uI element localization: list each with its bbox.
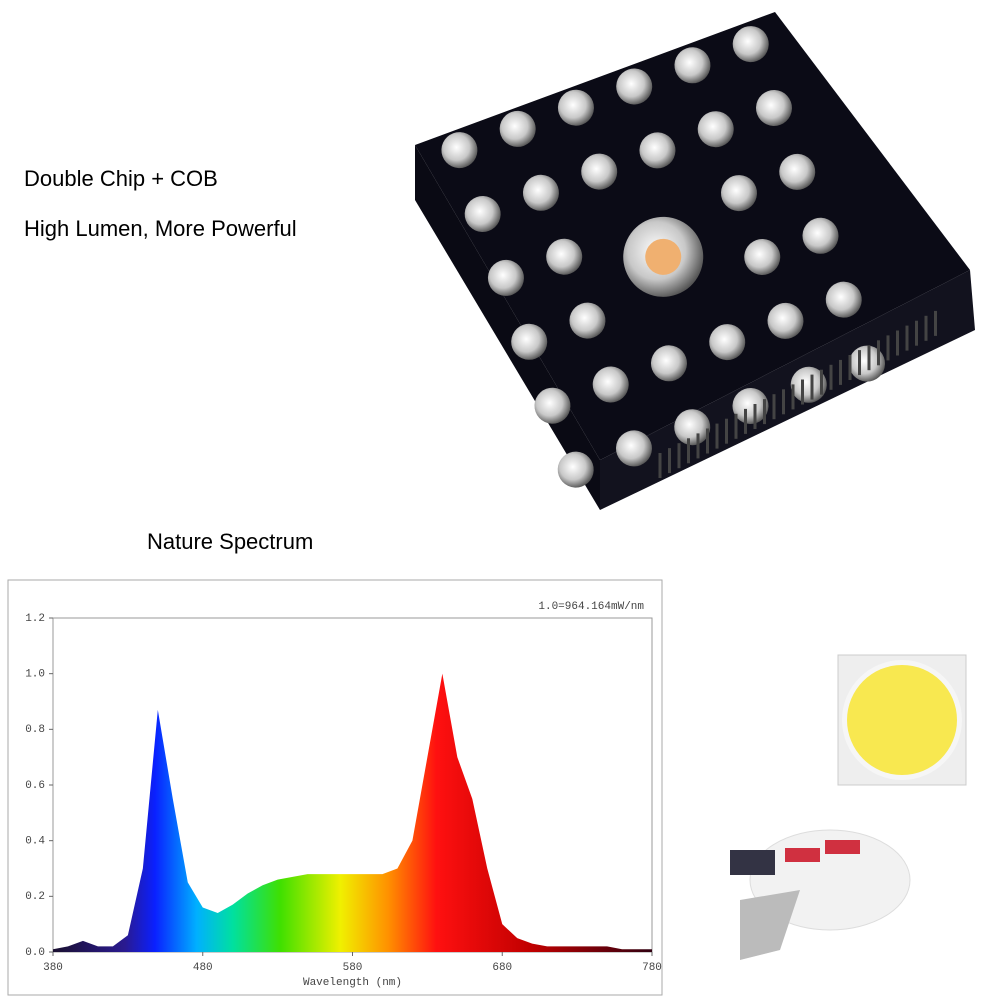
led-lens: [709, 324, 746, 361]
cob-chip: [837, 654, 967, 786]
led-lens: [569, 302, 606, 339]
led-lens: [616, 68, 653, 105]
y-tick-label: 0.6: [25, 780, 45, 792]
chart: 0.0 0.2 0.4 0.6 0.8 1.0 1.2 380 480 580 680 780 Wave…: [25, 601, 662, 989]
led-lens: [697, 111, 734, 148]
feature-line: High Lumen, More Powerful: [24, 216, 297, 241]
y-tick-label: 0.0: [25, 947, 45, 959]
led-lens: [720, 175, 757, 212]
led-lens: [790, 366, 827, 403]
y-tick-label: 0.8: [25, 724, 45, 736]
led-lens: [732, 387, 769, 424]
y-tick-label: 0.2: [25, 891, 45, 903]
led-lens: [755, 89, 792, 126]
cob-core: [645, 238, 682, 275]
y-tick-label: 1.2: [25, 613, 45, 625]
led-lens: [441, 132, 478, 169]
x-tick-label: 680: [492, 962, 512, 974]
led-lens: [674, 409, 711, 446]
x-tick-label: 780: [642, 962, 662, 974]
led-lens: [557, 89, 594, 126]
led-lens: [464, 196, 501, 233]
led-lens: [615, 430, 652, 467]
led-lens: [744, 238, 781, 275]
led-lens: [767, 302, 804, 339]
y-tick-label: 1.0: [25, 669, 45, 681]
x-tick-label: 380: [43, 962, 63, 974]
led-lens: [534, 387, 571, 424]
led-lens: [825, 281, 862, 318]
led-lens: [592, 366, 629, 403]
x-axis-label: Wavelength (nm): [303, 977, 402, 989]
led-lens: [546, 238, 583, 275]
led-lens: [499, 110, 536, 147]
y-tick-label: 0.4: [25, 836, 45, 848]
led-lens: [487, 259, 524, 296]
spectrum-title: Nature Spectrum: [147, 529, 313, 554]
led-lens: [732, 26, 769, 63]
led-lens: [557, 451, 594, 488]
feature-line: Double Chip + COB: [24, 166, 218, 191]
annotation: 1.0=964.164mW/nm: [538, 601, 644, 613]
led-lens: [511, 323, 548, 360]
led-lens: [650, 345, 687, 382]
led-lens: [674, 47, 711, 84]
led-lens: [779, 153, 816, 190]
led-lens: [639, 132, 676, 169]
led-lens: [522, 174, 559, 211]
x-tick-label: 580: [343, 962, 363, 974]
led-lens: [581, 153, 618, 190]
led-lens: [802, 217, 839, 254]
led-chip: [730, 829, 911, 960]
x-tick-label: 480: [193, 962, 213, 974]
lamp-illustration: [415, 12, 975, 510]
spectrum-area: [53, 673, 652, 952]
